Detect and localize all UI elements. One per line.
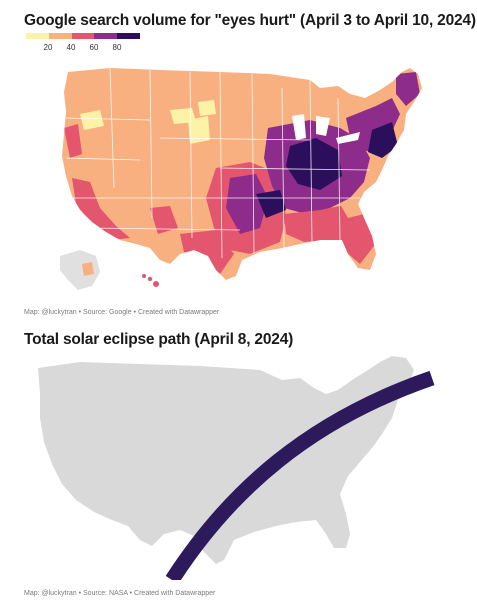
legend-tick-80: 80	[112, 43, 122, 52]
legend-color-bar	[26, 33, 140, 39]
legend-swatch-5	[117, 33, 140, 39]
state-borders	[65, 68, 371, 259]
map2-credit: Map: @luckytran • Source: NASA • Created…	[24, 590, 216, 597]
search-volume-map	[20, 58, 460, 303]
eclipse-path-map	[20, 350, 460, 580]
us-landmass	[38, 356, 414, 564]
alaska	[60, 250, 100, 290]
hawaii	[142, 274, 159, 287]
legend-tick-40: 40	[66, 43, 76, 52]
legend-tick-20: 20	[43, 43, 53, 52]
eclipse-path	[165, 370, 435, 580]
map2-title: Total solar eclipse path (April 8, 2024)	[24, 331, 294, 348]
legend-tick-60: 60	[89, 43, 99, 52]
legend-swatch-1	[26, 33, 49, 39]
legend-swatch-2	[48, 33, 72, 39]
map1-credit: Map: @luckytran • Source: Google • Creat…	[24, 309, 220, 316]
color-legend: 20 40 60 80	[26, 33, 146, 55]
map1-title: Google search volume for "eyes hurt" (Ap…	[24, 12, 476, 29]
legend-swatch-4	[94, 33, 118, 39]
legend-swatch-3	[71, 33, 95, 39]
